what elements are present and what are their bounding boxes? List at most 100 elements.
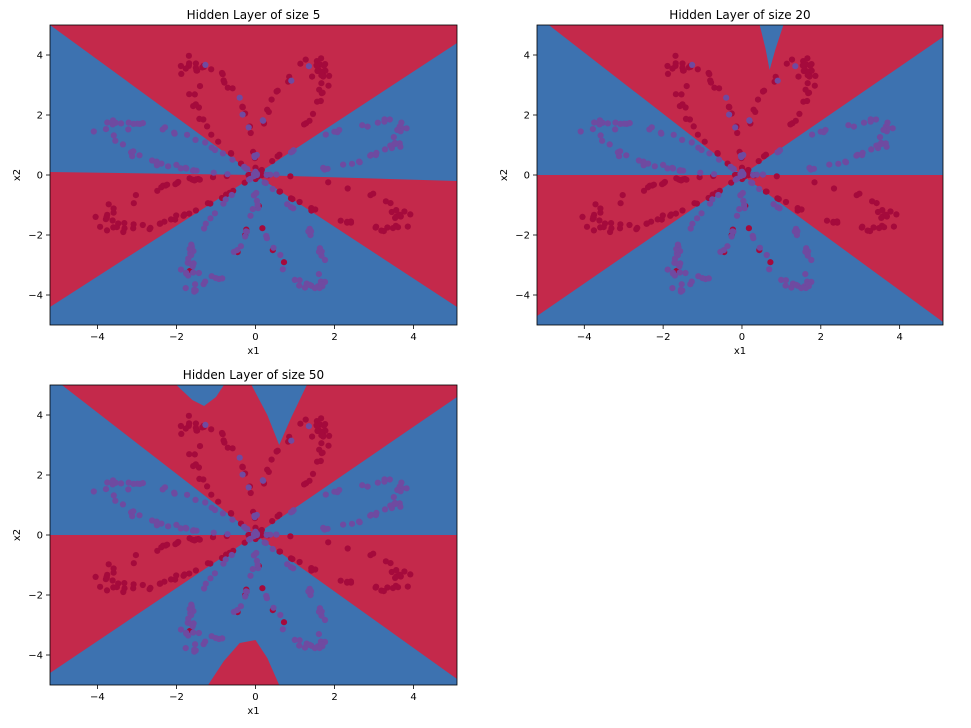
data-point <box>112 497 119 504</box>
data-point <box>230 248 237 255</box>
data-point <box>373 223 380 230</box>
data-point <box>767 259 774 266</box>
data-point <box>186 60 193 67</box>
data-point <box>208 426 215 433</box>
data-point <box>394 486 401 493</box>
data-point <box>872 116 880 123</box>
data-point <box>374 479 381 486</box>
data-point <box>289 196 296 203</box>
data-point <box>805 281 812 288</box>
data-point <box>359 122 366 129</box>
data-point <box>315 631 322 638</box>
data-point <box>826 161 833 168</box>
y-tick-label: 2 <box>524 111 530 122</box>
plot-area <box>50 25 457 325</box>
data-point <box>188 612 195 619</box>
data-point <box>688 278 695 285</box>
data-point <box>884 119 891 126</box>
data-point <box>192 136 199 143</box>
data-point <box>347 578 354 585</box>
data-point <box>241 539 248 546</box>
data-point <box>178 70 185 77</box>
data-point <box>158 160 165 167</box>
x-axis-label: x1 <box>247 346 259 357</box>
data-point <box>254 561 261 569</box>
data-point <box>125 479 132 486</box>
data-point <box>253 151 260 159</box>
chart-title: Hidden Layer of size 5 <box>187 8 321 22</box>
data-point <box>320 62 328 69</box>
data-point <box>125 119 132 126</box>
data-point <box>182 524 189 531</box>
data-point <box>694 66 701 73</box>
data-point <box>396 571 403 578</box>
y-tick-label: −2 <box>515 231 530 242</box>
x-tick-label: 4 <box>410 692 416 703</box>
data-point <box>694 215 701 222</box>
data-point <box>670 131 677 138</box>
data-point <box>291 636 298 644</box>
data-point <box>626 120 633 127</box>
data-point <box>759 171 767 178</box>
data-point <box>90 488 97 495</box>
data-point <box>276 151 283 158</box>
data-point <box>109 477 117 484</box>
data-point <box>249 566 256 573</box>
chart-panel-2: −4 −2 0 2 4 −4 −2 0 2 4 Hidden Layer of size 20 x1 x… <box>499 8 944 357</box>
data-point <box>247 572 254 579</box>
data-point <box>717 248 724 255</box>
region-blue-notch-top-right <box>251 385 307 445</box>
data-point <box>650 181 658 188</box>
data-point <box>782 198 790 206</box>
data-point <box>112 137 119 144</box>
data-point <box>318 612 325 619</box>
y-axis-label: x2 <box>12 529 23 541</box>
data-point <box>305 63 312 70</box>
x-tick-label: 2 <box>331 692 337 703</box>
data-point <box>869 198 876 205</box>
data-point <box>218 69 226 77</box>
data-point <box>322 131 329 138</box>
x-tick-label: 2 <box>818 332 824 343</box>
data-point <box>676 269 683 276</box>
data-point <box>669 164 676 171</box>
data-point <box>368 511 375 518</box>
data-point <box>249 206 256 213</box>
data-point <box>270 244 277 251</box>
data-point <box>755 158 762 165</box>
data-point <box>746 117 753 124</box>
data-point <box>882 211 890 218</box>
data-point <box>276 511 283 518</box>
data-point <box>878 140 885 148</box>
data-point <box>130 148 137 155</box>
data-point <box>277 251 284 259</box>
data-point <box>103 574 110 581</box>
data-point <box>158 520 165 527</box>
data-point <box>269 185 276 193</box>
data-point <box>887 208 894 215</box>
data-point <box>881 224 888 231</box>
data-point <box>212 275 219 282</box>
data-point <box>119 501 126 508</box>
data-point <box>97 583 104 590</box>
data-point <box>186 570 193 577</box>
data-point <box>890 223 898 230</box>
data-point <box>705 69 712 77</box>
data-point <box>245 484 252 491</box>
data-point <box>130 200 137 207</box>
data-point <box>219 150 226 157</box>
data-point <box>185 272 192 279</box>
data-point <box>309 73 316 80</box>
data-point <box>879 207 886 214</box>
data-point <box>737 170 744 177</box>
data-point <box>382 198 389 205</box>
data-point <box>221 439 228 446</box>
data-point <box>104 119 111 126</box>
data-point <box>208 491 215 498</box>
data-point <box>211 570 218 577</box>
data-point <box>262 179 269 187</box>
data-point <box>347 218 354 225</box>
data-point <box>267 531 274 538</box>
data-point <box>227 509 235 517</box>
data-point <box>224 531 231 538</box>
